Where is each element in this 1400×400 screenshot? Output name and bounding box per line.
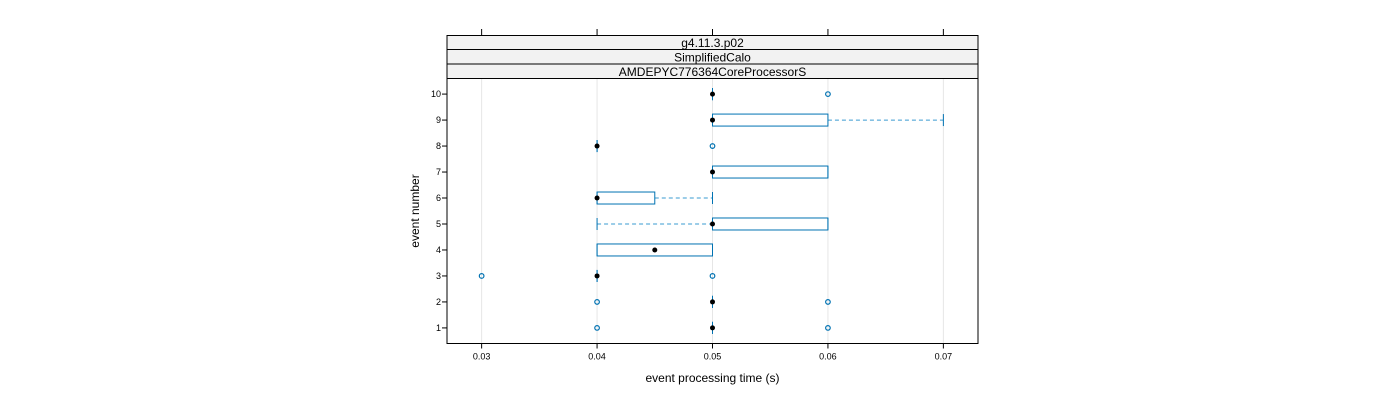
- outlier-3-2: [709, 273, 716, 279]
- box-event-9: [710, 113, 944, 127]
- median-dot-5: [710, 221, 715, 227]
- x-axis-label: event processing time (s): [645, 371, 779, 385]
- box-rect-5: [712, 217, 829, 231]
- plot-panel: [446, 78, 979, 344]
- box-event-2: [594, 295, 831, 308]
- box-rect-6: [596, 191, 656, 205]
- median-dot-2: [710, 299, 715, 305]
- box-event-4: [596, 243, 714, 257]
- outlier-8-1: [709, 143, 716, 149]
- box-rect-4: [596, 243, 714, 257]
- outlier-3-1: [478, 273, 485, 279]
- box-rect-9: [712, 113, 829, 127]
- outlier-2-2: [825, 299, 831, 305]
- median-dot-1: [710, 325, 715, 331]
- box-event-7: [710, 165, 829, 179]
- y-tick-label-3: 3: [436, 271, 441, 281]
- x-tick-label-2: 0.04: [588, 352, 606, 362]
- y-tick-label-1: 1: [436, 323, 441, 333]
- strip-label-version: g4.11.3.p02: [681, 36, 744, 50]
- median-dot-6: [594, 195, 600, 201]
- y-tick-label-4: 4: [436, 245, 441, 255]
- axis-ticks: 0.03 0.04 0.05 0.06 0.07 1 2 3 4 5 6 7 8 9 10: [431, 29, 952, 362]
- x-tick-label-1: 0.03: [473, 352, 491, 362]
- strip-header-2: SimplifiedCalo: [446, 49, 979, 65]
- y-tick-label-6: 6: [436, 193, 441, 203]
- y-tick-label-8: 8: [436, 141, 441, 151]
- x-tick-label-4: 0.06: [819, 352, 837, 362]
- outlier-1-2: [825, 325, 831, 331]
- outlier-10-1: [825, 91, 831, 97]
- median-dot-3: [594, 273, 600, 279]
- box-event-5: [596, 217, 829, 231]
- y-tick-label-10: 10: [431, 89, 441, 99]
- outlier-1-1: [594, 325, 600, 331]
- median-dot-4: [652, 247, 658, 253]
- box-event-8: [594, 140, 716, 153]
- y-tick-label-9: 9: [436, 115, 441, 125]
- y-tick-label-2: 2: [436, 297, 441, 307]
- box-event-6: [594, 191, 713, 205]
- median-dot-9: [710, 117, 715, 123]
- median-dot-8: [594, 143, 600, 149]
- median-dot-7: [710, 169, 715, 175]
- box-event-1: [594, 321, 831, 334]
- boxes: [478, 88, 944, 334]
- box-rect-7: [712, 165, 829, 179]
- x-tick-label-5: 0.07: [935, 352, 953, 362]
- x-tick-label-3: 0.05: [704, 352, 722, 362]
- strip-label-test: SimplifiedCalo: [674, 51, 751, 65]
- strip-label-cpu: AMDEPYC776364CoreProcessorS: [619, 65, 806, 79]
- y-axis-label: event number: [408, 174, 422, 247]
- y-tick-label-5: 5: [436, 219, 441, 229]
- y-tick-label-7: 7: [436, 167, 441, 177]
- box-event-3: [478, 269, 716, 282]
- strip-header-3: AMDEPYC776364CoreProcessorS: [446, 63, 979, 79]
- outlier-2-1: [594, 299, 600, 305]
- box-event-10: [710, 88, 831, 101]
- strip-header-1: g4.11.3.p02: [446, 35, 979, 50]
- median-dot-10: [710, 91, 715, 97]
